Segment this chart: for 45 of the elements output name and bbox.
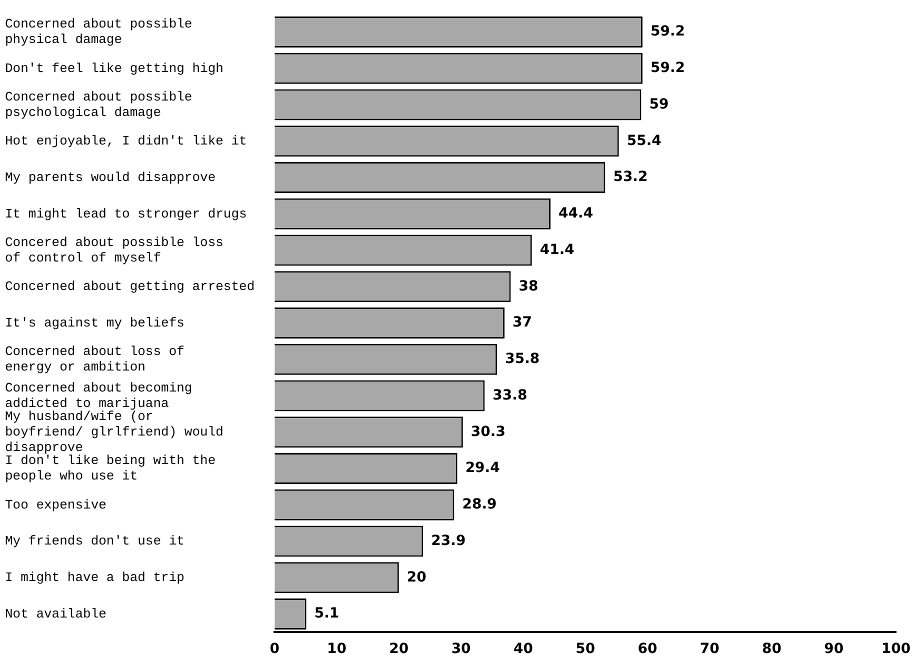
x-tick-label: 50: [576, 641, 596, 658]
data-label: 5.1: [314, 606, 340, 622]
y-tick-label: My friends don't use it: [5, 534, 184, 549]
y-tick-label: I might have a bad trip: [5, 570, 184, 586]
data-label: 41.4: [540, 242, 575, 258]
data-label: 59: [649, 96, 669, 112]
data-label: 53.2: [613, 169, 648, 186]
x-tick-label: 70: [700, 641, 720, 658]
y-tick-label: I don't like being with the people who use it: [5, 453, 216, 484]
y-tick-label: Concerned about becoming addicted to marijuana: [5, 380, 192, 411]
data-label: 44.4: [558, 206, 594, 222]
x-tick-label: 30: [451, 641, 472, 658]
y-tick-label: Concerned about loss of energy or ambition: [5, 344, 184, 375]
x-tick-label: 40: [513, 641, 534, 658]
data-label: 23.9: [431, 532, 466, 549]
y-tick-label: It might lead to stronger drugs: [5, 206, 247, 222]
y-tick-label: Concerned about getting arrested: [5, 279, 255, 294]
y-tick-label: Not available: [5, 606, 106, 622]
y-tick-label: Don't feel like getting high: [5, 60, 224, 76]
x-tick-label: 80: [762, 641, 782, 658]
x-tick-label: 100: [881, 641, 911, 658]
y-tick-label: It's against my beliefs: [5, 315, 184, 330]
y-tick-label: My husband/wife (or boyfriend/ glrlfriend) would disapprove: [5, 408, 224, 456]
data-label: 33.8: [492, 387, 528, 404]
data-label: 55.4: [626, 132, 662, 149]
data-label: 35.8: [505, 351, 540, 368]
data-label: 59.2: [650, 60, 686, 76]
data-label: 38: [518, 278, 538, 294]
data-label: 37: [512, 314, 532, 331]
x-tick-label: 90: [824, 641, 844, 658]
y-tick-label: Hot enjoyable, I didn't like it: [5, 134, 247, 149]
data-label: 29.4: [465, 460, 500, 476]
y-tick-label: Concerned about possible physical damage: [5, 16, 192, 48]
y-tick-label: Concered about possible loss of control of myself: [5, 234, 224, 266]
y-tick-label: Too expensive: [5, 497, 106, 512]
y-tick-label: Concerned about possible psychological damage: [5, 89, 192, 120]
x-tick-label: 10: [327, 641, 347, 658]
data-label: 28.9: [462, 496, 497, 513]
data-label: 30.3: [470, 424, 506, 440]
x-tick-label: 20: [389, 641, 409, 658]
data-label: 59.2: [650, 24, 686, 40]
x-tick-label: 60: [638, 641, 658, 658]
y-tick-label: My parents would disapprove: [5, 170, 216, 185]
x-tick-label: 0: [270, 641, 280, 658]
data-label: 20: [406, 569, 427, 586]
